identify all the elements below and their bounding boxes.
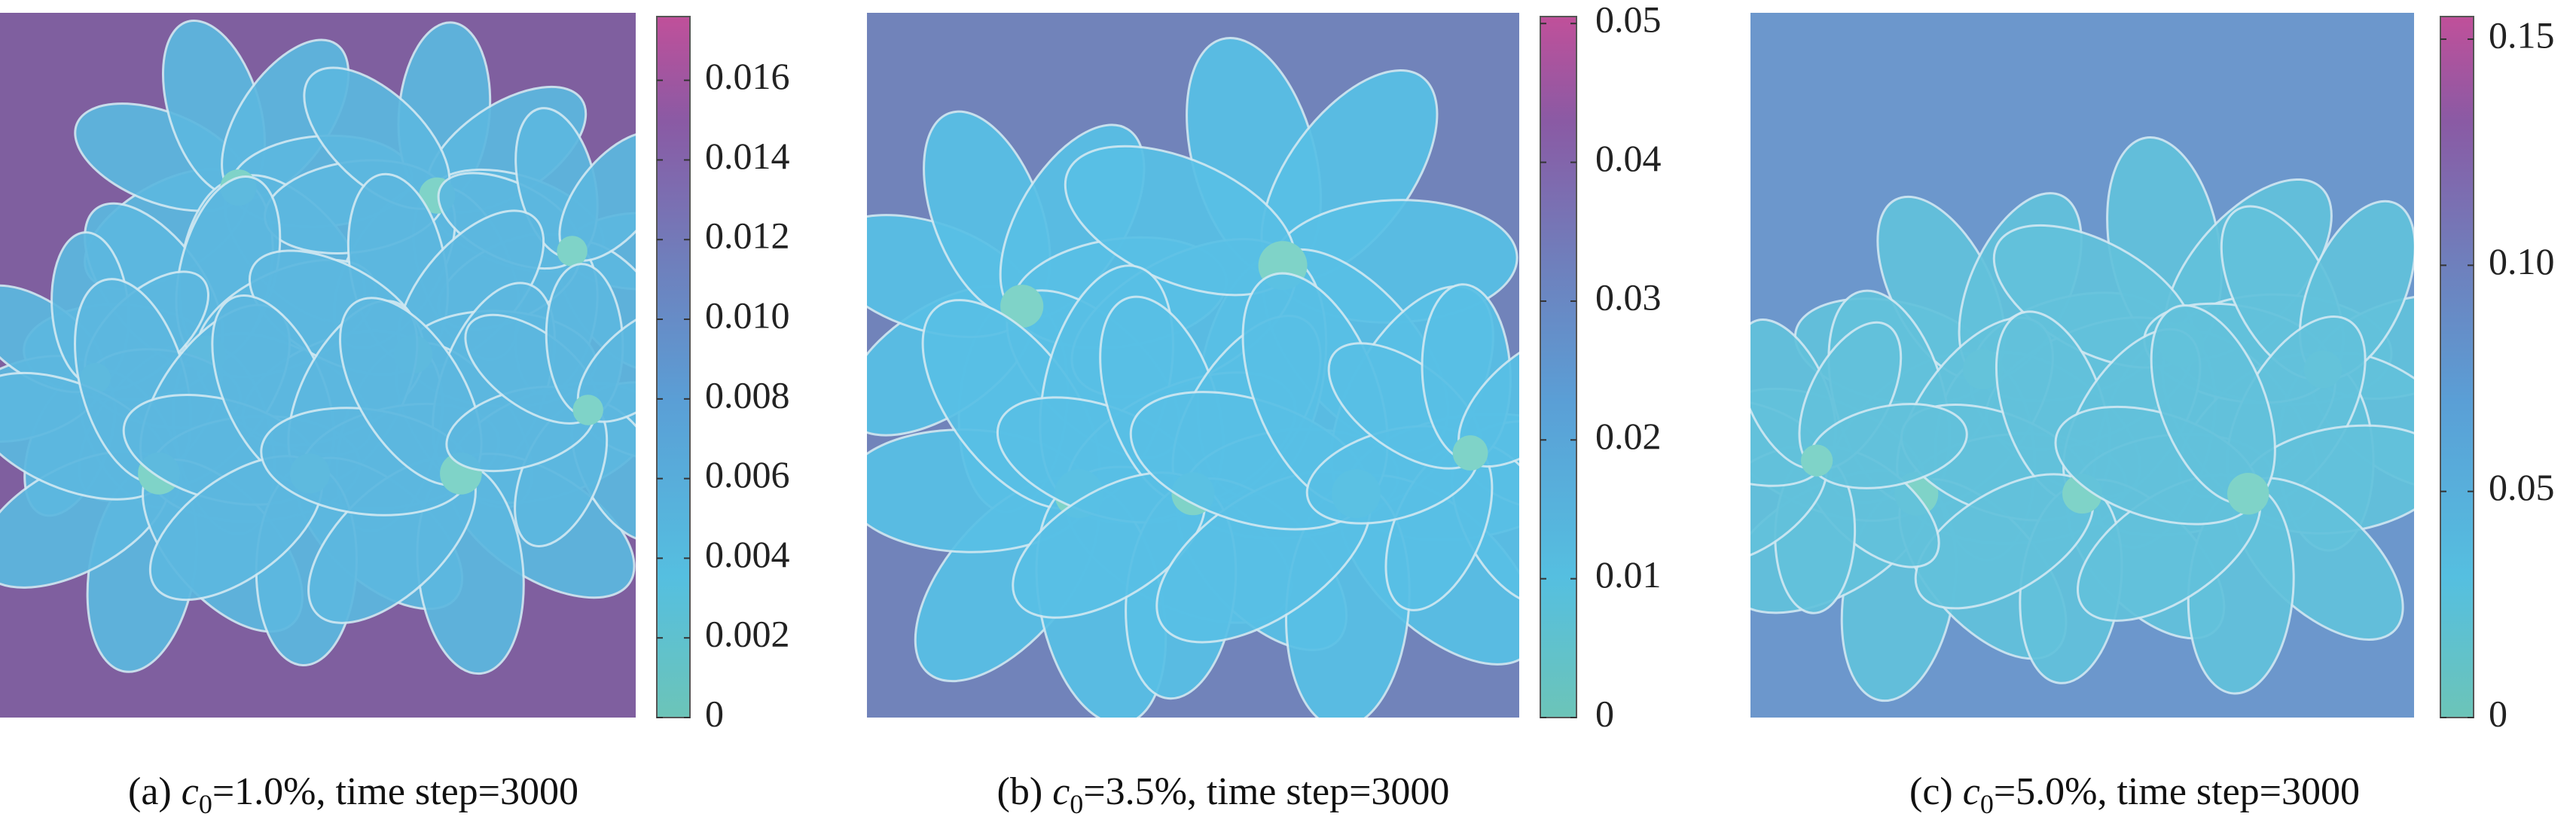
caption-text: =5.0%, time step=3000	[1994, 770, 2360, 813]
colorbar-tick-label: 0.02	[1595, 415, 1662, 457]
colorbar-tick-label: 0.012	[705, 215, 790, 257]
colorbar	[2440, 16, 2474, 718]
dendrite-core	[1452, 435, 1488, 471]
caption-subscript: 0	[199, 789, 212, 819]
colorbar-tick-label: 0.006	[705, 453, 790, 495]
simulation-image	[0, 13, 636, 718]
dendrite-core	[557, 236, 588, 267]
caption: (b) c0=3.5%, time step=3000	[997, 770, 1450, 819]
caption-label: (b)	[997, 770, 1043, 813]
dendrite-core	[1800, 444, 1833, 477]
simulation-image	[867, 13, 1519, 718]
caption-variable: c	[1963, 770, 1980, 813]
dendrite-core	[1000, 285, 1044, 328]
colorbar-tick-label: 0.15	[2489, 14, 2555, 56]
colorbar	[1540, 16, 1577, 718]
caption-subscript: 0	[1980, 789, 1994, 819]
colorbar-tick-label: 0.04	[1595, 137, 1662, 179]
caption-text: =1.0%, time step=3000	[212, 770, 578, 813]
colorbar-tick-label: 0.010	[705, 294, 790, 336]
dendrite	[1305, 283, 1519, 611]
caption: (c) c0=5.0%, time step=3000	[1909, 770, 2360, 819]
colorbar-tick-label: 0	[1595, 692, 1614, 734]
dendrite	[445, 263, 636, 547]
caption-subscript: 0	[1070, 789, 1083, 819]
caption: (a) c0=1.0%, time step=3000	[128, 770, 578, 819]
caption-label: (a)	[128, 770, 172, 813]
dendrite	[2054, 304, 2414, 695]
colorbar-tick-label: 0.05	[2489, 466, 2555, 508]
colorbar-tick-label: 0.008	[705, 373, 790, 416]
colorbar-tick-label: 0.10	[2489, 240, 2555, 282]
caption-text: =3.5%, time step=3000	[1083, 770, 1449, 813]
caption-label: (c)	[1909, 770, 1953, 813]
colorbar-tick-label: 0.002	[705, 613, 790, 655]
dendrite-core	[2227, 472, 2269, 515]
dendrite	[1750, 318, 1968, 614]
colorbar	[656, 16, 691, 718]
colorbar-tick-label: 0	[705, 692, 724, 734]
colorbar-tick-label: 0	[2489, 692, 2507, 734]
caption-variable: c	[1052, 770, 1070, 813]
colorbar-tick-label: 0.016	[705, 55, 790, 97]
colorbar-tick-label: 0.03	[1595, 276, 1662, 318]
colorbar-tick-label: 0.01	[1595, 553, 1662, 596]
dendrite-core	[572, 395, 603, 425]
colorbar-tick-label: 0.004	[705, 533, 790, 575]
colorbar-tick-label: 0.014	[705, 135, 790, 177]
simulation-image	[1750, 13, 2414, 718]
caption-variable: c	[182, 770, 199, 813]
colorbar-tick-label: 0.05	[1595, 0, 1662, 41]
